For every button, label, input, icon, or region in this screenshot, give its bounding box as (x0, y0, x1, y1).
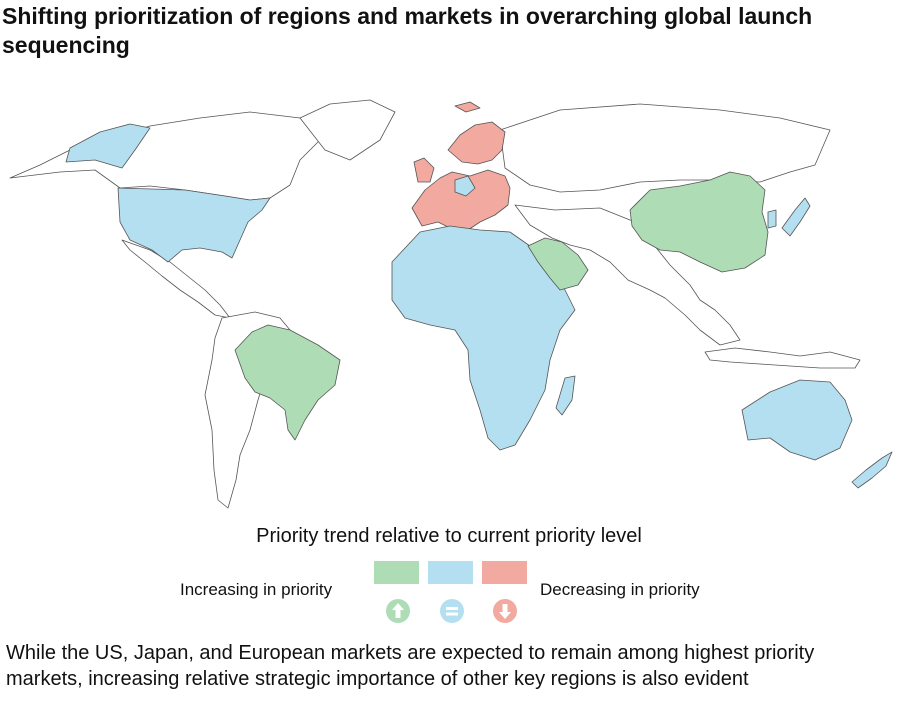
legend-label-increasing: Increasing in priority (180, 580, 333, 599)
equals-icon (440, 599, 464, 623)
map-region-united-states (117, 187, 271, 263)
map-region-brazil (234, 324, 341, 441)
map-region-western-europe (411, 169, 511, 231)
map-region-japan (781, 197, 811, 237)
map-region-greenland (299, 99, 396, 161)
map-region-new-zealand (851, 451, 893, 489)
map-region-africa (391, 225, 576, 451)
map-region-australia (741, 379, 853, 461)
legend-swatch-decreasing (482, 561, 527, 584)
map-region-china (629, 171, 769, 273)
caption-text: While the US, Japan, and European market… (6, 642, 815, 690)
arrow-down-icon (493, 599, 517, 623)
map-region-canada (9, 111, 331, 201)
map-region-nordics (447, 121, 506, 165)
map-region-russia (499, 103, 831, 193)
map-region-uk-ireland (413, 157, 435, 183)
map-region-south-korea (767, 209, 777, 229)
legend-swatch-increasing (374, 561, 419, 584)
legend-label-decreasing: Decreasing in priority (540, 580, 700, 599)
map-region-iceland (454, 101, 481, 113)
map-region-saudi-arabia (527, 237, 589, 291)
world-map (9, 99, 893, 509)
map-region-germany (454, 175, 476, 197)
map-region-madagascar (555, 375, 576, 416)
legend-title: Priority trend relative to current prior… (256, 525, 642, 547)
legend-swatch-unchanged (428, 561, 473, 584)
map-region-indonesia (704, 347, 861, 369)
map-region-mexico (121, 239, 231, 319)
map-region-alaska (65, 123, 151, 169)
page-title: Shifting prioritization of regions and m… (2, 3, 813, 58)
arrow-up-icon (386, 599, 410, 623)
